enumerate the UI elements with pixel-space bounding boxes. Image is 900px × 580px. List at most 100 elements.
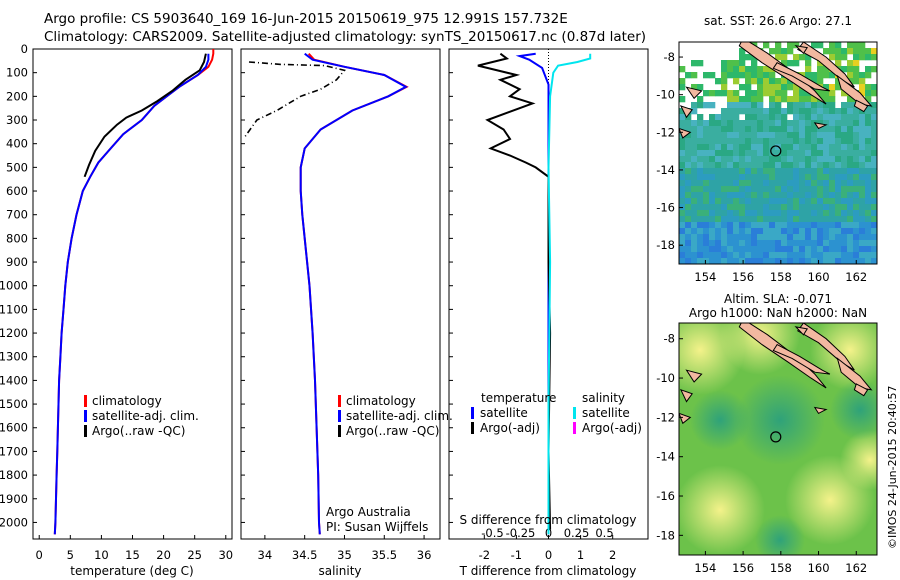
sst-map-axes: 154 156 158 160 162 -8 -10 -12 -14 -16 -18: [656, 50, 867, 284]
sst-cell: [721, 204, 728, 211]
sst-cell: [751, 180, 758, 187]
sst-cell: [721, 90, 728, 97]
sst-cell: [793, 120, 800, 127]
sst-cell: [811, 120, 818, 127]
sst-cell: [853, 198, 860, 205]
sst-cell: [721, 144, 728, 151]
sst-cell: [859, 114, 866, 121]
island: [679, 388, 693, 403]
sst-cell: [787, 174, 794, 181]
sst-cell: [871, 120, 877, 127]
sst-cell: [751, 210, 758, 217]
depth-tick-label: 1600: [0, 421, 28, 435]
sst-cell: [829, 168, 836, 175]
sst-cell: [757, 222, 764, 229]
sst-cell: [817, 198, 824, 205]
sst-cell: [829, 198, 836, 205]
sst-cell: [679, 156, 686, 163]
sst-cell: [739, 186, 746, 193]
sst-cell: [721, 114, 728, 121]
sst-cell: [829, 84, 836, 91]
sst-cell: [745, 180, 752, 187]
sst-cell: [829, 150, 836, 157]
sst-cell: [727, 174, 734, 181]
sst-cell: [787, 150, 794, 157]
sst-cell: [823, 120, 830, 127]
sst-cell: [811, 210, 818, 217]
sst-cell: [715, 180, 722, 187]
sst-cell: [817, 72, 824, 79]
sst-cell: [829, 72, 836, 79]
sst-cell: [835, 78, 842, 85]
sst-cell: [709, 186, 716, 193]
sst-cell: [811, 42, 818, 49]
sst-cell: [775, 84, 782, 91]
sst-cell: [847, 210, 854, 217]
sst-cell: [787, 210, 794, 217]
sst-cell: [679, 216, 686, 223]
sst-cell: [841, 246, 848, 253]
sst-cell: [871, 174, 877, 181]
sst-cell: [817, 186, 824, 193]
sst-cell: [805, 144, 812, 151]
sst-cell: [769, 90, 776, 97]
sst-cell: [775, 42, 782, 49]
sst-cell: [757, 246, 764, 253]
sst-cell: [805, 216, 812, 223]
sst-cell: [739, 180, 746, 187]
sst-cell: [781, 114, 788, 121]
sst-cell: [715, 246, 722, 253]
sst-cell: [835, 126, 842, 133]
sst-cell: [787, 222, 794, 229]
sst-cell: [781, 180, 788, 187]
sst-cell: [679, 78, 686, 85]
sst-cell: [679, 108, 686, 115]
island: [853, 383, 869, 397]
sst-cell: [757, 138, 764, 145]
sst-cell: [739, 102, 746, 109]
sst-cell: [787, 240, 794, 247]
sst-cell: [721, 234, 728, 241]
legend-label: satellite: [480, 406, 528, 420]
sst-cell: [751, 108, 758, 115]
sst-cell: [859, 42, 866, 49]
sst-cell: [859, 222, 866, 229]
sst-cell: [739, 96, 746, 103]
sst-cell: [781, 60, 788, 67]
sst-cell: [865, 186, 872, 193]
sst-cell: [757, 210, 764, 217]
sst-cell: [793, 60, 800, 67]
island: [772, 343, 831, 375]
sst-cell: [835, 228, 842, 235]
sst-cell: [757, 90, 764, 97]
sst-cell: [685, 150, 692, 157]
sst-cell: [733, 240, 740, 247]
sst-cell: [721, 210, 728, 217]
sst-cell: [805, 210, 812, 217]
sst-cell: [871, 48, 877, 55]
credit-argo-australia: Argo Australia: [326, 505, 411, 519]
sst-cell: [727, 66, 734, 73]
sst-cell: [745, 156, 752, 163]
sst-cell: [823, 72, 830, 79]
sst-cell: [847, 228, 854, 235]
sst-cell: [697, 222, 704, 229]
sst-cell: [811, 108, 818, 115]
map-y-tick-label: -16: [656, 201, 675, 215]
sst-cell: [745, 186, 752, 193]
sst-cell: [709, 204, 716, 211]
island: [813, 406, 828, 415]
sst-cell: [805, 108, 812, 115]
sst-cell: [715, 186, 722, 193]
sst-cell: [805, 168, 812, 175]
depth-axis: 0 100 200 300 400 500 600 700 800 900 1000 1100 1200…: [0, 42, 453, 529]
map-x-tick-label: 154: [694, 561, 716, 575]
sst-cell: [769, 234, 776, 241]
sst-cell: [793, 222, 800, 229]
depth-tick-label: 200: [6, 89, 28, 103]
sst-cell: [679, 192, 686, 199]
sst-cell: [751, 216, 758, 223]
sst-cell: [841, 240, 848, 247]
sst-cell: [769, 258, 776, 264]
sst-cell: [781, 96, 788, 103]
